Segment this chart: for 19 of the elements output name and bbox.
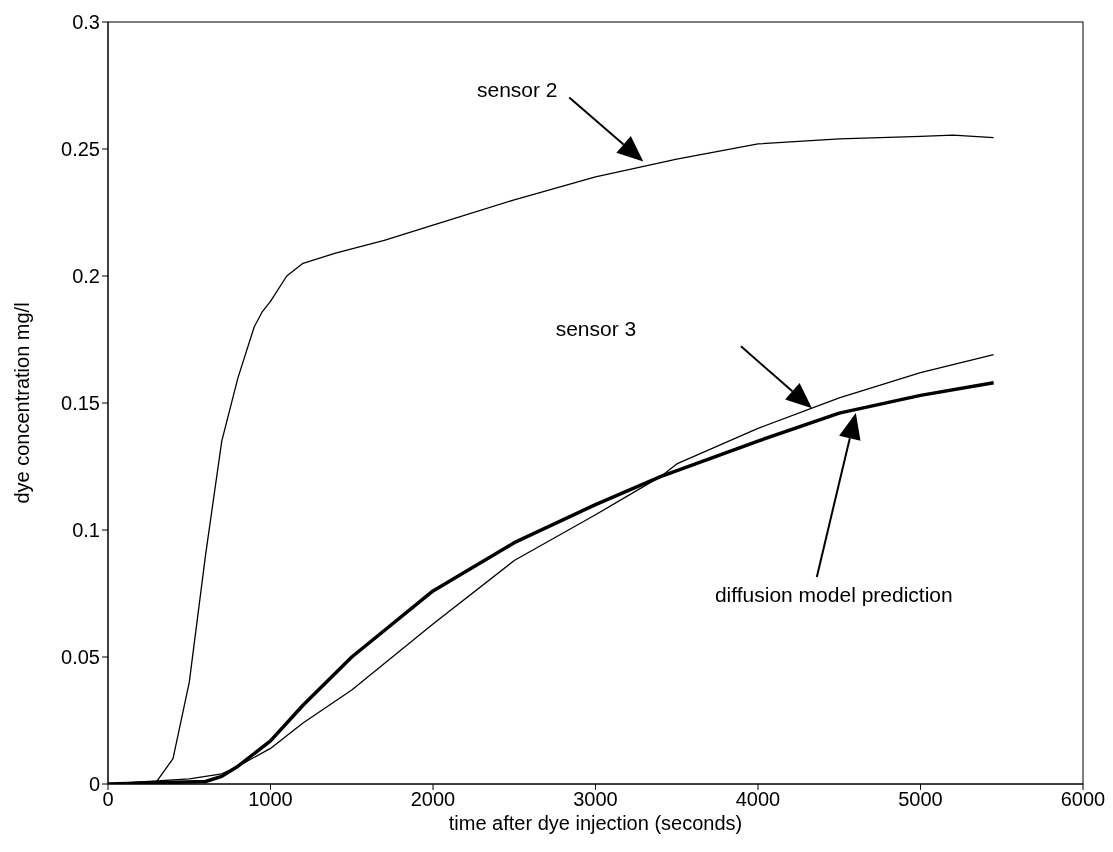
y-tick-label: 0.2 [72, 265, 100, 288]
y-tick-label: 0.3 [72, 11, 100, 34]
y-tick-label: 0 [88, 773, 100, 796]
y-tick-label: 0.25 [61, 138, 100, 161]
x-tick-label: 0 [102, 788, 114, 811]
x-tick-label: 6000 [1060, 788, 1106, 811]
annotation: sensor 2 [477, 77, 558, 101]
y-tick-label: 0.05 [61, 646, 100, 669]
y-tick-label: 0.15 [61, 392, 100, 415]
x-tick-label: 2000 [410, 788, 456, 811]
x-tick-label: 5000 [898, 788, 943, 811]
annotation: sensor 3 [555, 316, 637, 340]
x-tick-label: 4000 [735, 788, 781, 811]
y-tick-label: 0.1 [72, 519, 100, 542]
y-axis-title: dye concentration mg/l [11, 302, 34, 504]
x-tick-label: 3000 [573, 788, 618, 811]
annotation: diffusion model prediction [714, 583, 953, 607]
x-axis-title: time after dye injection (seconds) [448, 812, 743, 834]
x-tick-label: 1000 [248, 788, 293, 811]
